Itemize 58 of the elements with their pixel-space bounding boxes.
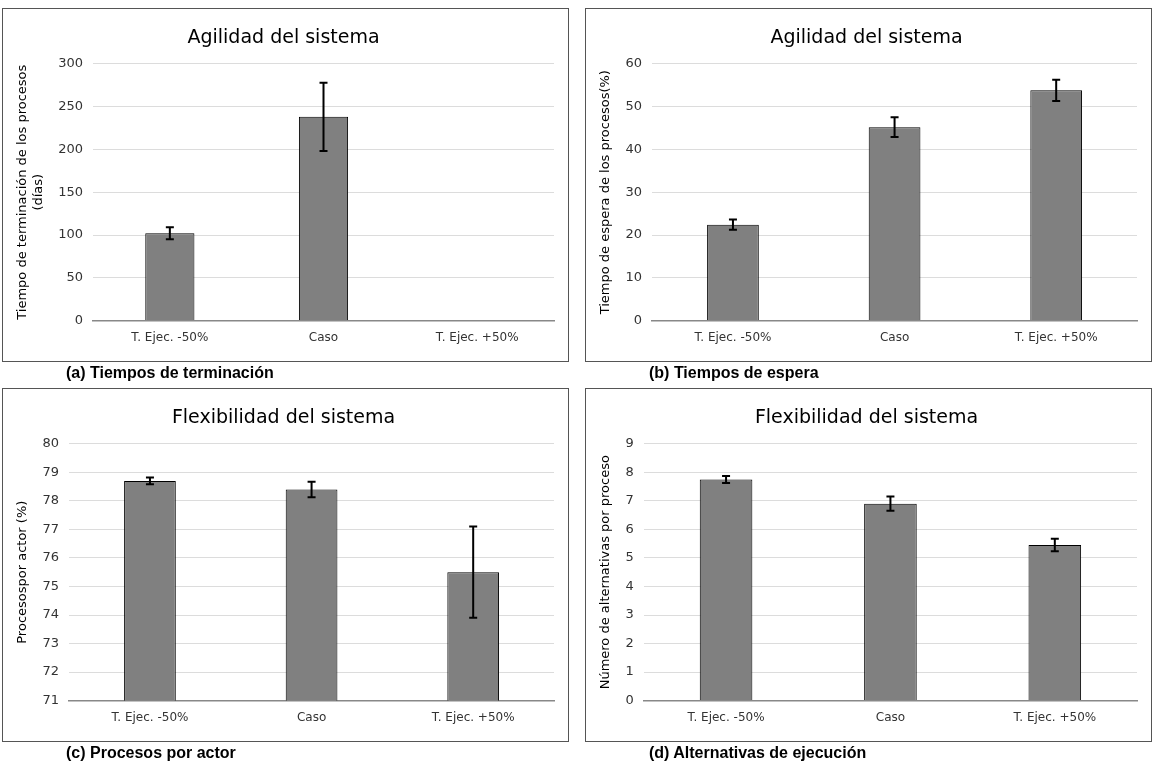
- y-tick-label: 2: [625, 634, 634, 650]
- y-tick-label: 100: [58, 226, 84, 242]
- y-tick-label: 250: [58, 97, 84, 113]
- y-tick-label: 77: [42, 520, 60, 536]
- x-tick-label: Caso: [308, 329, 339, 344]
- x-tick-label: T. Ejec. -50%: [693, 329, 772, 344]
- y-tick-label: 79: [42, 463, 60, 479]
- text: (a) Tiempos de terminación: [65, 363, 275, 383]
- y-tick-label: 50: [625, 97, 643, 113]
- chart-title: Flexibilidad del sistema: [754, 405, 979, 428]
- y-tick-label: 8: [625, 463, 634, 479]
- x-tick-label: Caso: [296, 709, 327, 724]
- y-tick-label: 9: [625, 435, 634, 451]
- y-axis-title: Procesospor actor (%): [14, 500, 30, 644]
- y-tick-label: 75: [42, 577, 60, 593]
- y-tick-label: 50: [66, 269, 84, 285]
- y-tick-label: 150: [58, 183, 84, 199]
- y-tick-label: 71: [42, 691, 60, 707]
- x-tick-label: T. Ejec. +50%: [1012, 709, 1097, 724]
- x-tick-label: Caso: [875, 709, 906, 724]
- y-tick-label: 200: [58, 140, 84, 156]
- y-tick-label: 300: [58, 55, 84, 71]
- text: (b) Tiempos de espera: [648, 363, 820, 383]
- y-tick-label: 10: [625, 269, 643, 285]
- y-tick-label: 0: [633, 311, 643, 327]
- y-tick-label: 76: [42, 549, 60, 565]
- x-tick-label: Caso: [879, 329, 910, 344]
- chart-title: Agilidad del sistema: [770, 25, 963, 48]
- y-axis-title: Tiempo de terminación de los procesos (días): [14, 64, 45, 321]
- text: (c) Procesos por actor: [65, 743, 237, 763]
- y-tick-label: 0: [74, 311, 84, 327]
- y-tick-label: 20: [625, 226, 643, 242]
- y-tick-label: 1: [625, 663, 634, 679]
- y-tick-label: 40: [625, 140, 643, 156]
- y-tick-label: 4: [625, 577, 634, 593]
- chart-title: Flexibilidad del sistema: [171, 405, 396, 428]
- x-tick-label: T. Ejec. -50%: [110, 709, 189, 724]
- y-tick-label: 74: [42, 606, 60, 622]
- y-tick-label: 0: [625, 691, 634, 707]
- x-tick-label: T. Ejec. +50%: [1013, 329, 1098, 344]
- y-tick-label: 3: [625, 606, 634, 622]
- x-tick-label: T. Ejec. -50%: [686, 709, 765, 724]
- y-axis-title: Número de alternativas por proceso: [597, 455, 613, 690]
- y-axis-title: Tiempo de espera de los procesos(%): [597, 70, 613, 316]
- y-tick-label: 5: [625, 549, 634, 565]
- chart-title: Agilidad del sistema: [187, 25, 380, 48]
- y-tick-label: 60: [625, 55, 643, 71]
- y-tick-label: 7: [625, 492, 634, 508]
- x-tick-label: T. Ejec. +50%: [430, 709, 515, 724]
- y-tick-label: 80: [42, 435, 60, 451]
- y-tick-label: 30: [625, 183, 643, 199]
- x-tick-label: T. Ejec. -50%: [130, 329, 209, 344]
- y-tick-label: 78: [42, 492, 60, 508]
- y-tick-label: 6: [625, 520, 634, 536]
- x-tick-label: T. Ejec. +50%: [434, 329, 519, 344]
- y-tick-label: 73: [42, 634, 60, 650]
- text: (d) Alternativas de ejecución: [648, 743, 868, 763]
- y-tick-label: 72: [42, 663, 60, 679]
